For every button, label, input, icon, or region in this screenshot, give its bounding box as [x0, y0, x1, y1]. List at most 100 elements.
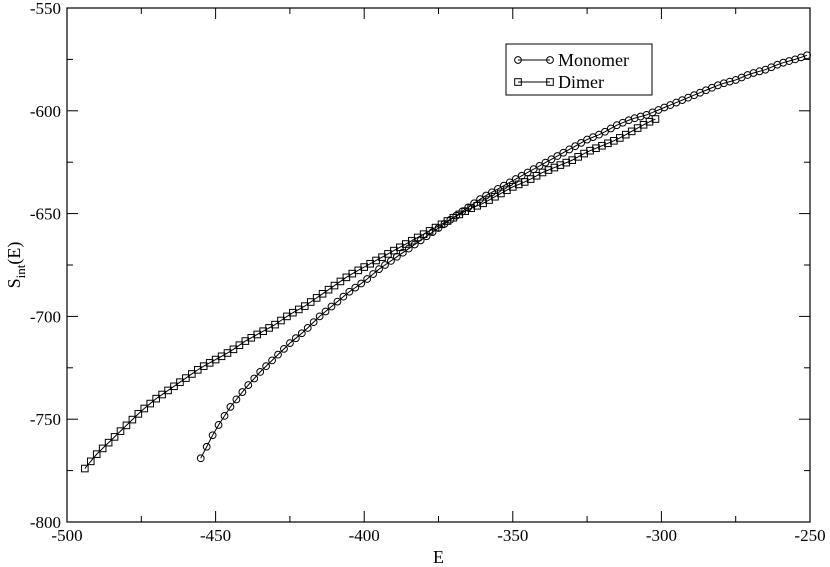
- data-point-dimer: [81, 464, 89, 473]
- data-point-monomer: [202, 442, 211, 451]
- y-tick-label: -800: [30, 513, 61, 532]
- data-point-monomer: [303, 324, 312, 332]
- data-point-dimer: [330, 281, 339, 290]
- data-point-dimer: [312, 294, 321, 302]
- data-point-dimer: [86, 457, 95, 466]
- data-point-dimer: [146, 399, 155, 408]
- data-point-monomer: [297, 329, 306, 338]
- y-axis-title-rest: (E): [4, 242, 25, 265]
- data-point-monomer: [719, 79, 728, 88]
- data-point-monomer: [220, 412, 229, 420]
- data-point-dimer: [651, 115, 660, 123]
- y-tick-label: -650: [30, 205, 61, 224]
- data-point-monomer: [606, 124, 615, 133]
- x-tick-label: -350: [497, 526, 528, 545]
- data-point-dimer: [98, 444, 107, 453]
- data-point-dimer: [182, 374, 190, 382]
- data-point-monomer: [327, 302, 336, 311]
- data-point-monomer: [571, 142, 580, 151]
- data-point-monomer: [321, 307, 330, 316]
- legend-label-monomer: Monomer: [558, 50, 629, 70]
- data-point-monomer: [333, 297, 342, 306]
- x-tick-label: -400: [349, 526, 380, 545]
- data-point-dimer: [188, 370, 196, 378]
- legend-item-dimer: Dimer: [514, 72, 604, 92]
- legend-marker-dimer: [514, 78, 522, 86]
- data-point-monomer: [256, 368, 265, 376]
- data-point-monomer: [541, 158, 550, 167]
- series-dimer: [81, 115, 660, 473]
- y-tick-label: -700: [30, 307, 61, 326]
- data-point-monomer: [274, 350, 282, 359]
- data-point-monomer: [363, 275, 372, 283]
- y-tick-label: -600: [30, 102, 61, 121]
- data-point-monomer: [291, 334, 300, 343]
- data-point-monomer: [280, 344, 288, 353]
- x-tick-label: -250: [794, 526, 825, 545]
- data-point-monomer: [755, 67, 764, 76]
- data-point-dimer: [110, 433, 119, 441]
- y-tick-label: -550: [30, 0, 61, 18]
- x-tick-label: -300: [646, 526, 677, 545]
- data-point-dimer: [604, 139, 612, 148]
- data-point-dimer: [586, 146, 594, 155]
- data-point-dimer: [544, 166, 553, 174]
- data-point-dimer: [598, 141, 606, 150]
- data-point-dimer: [509, 183, 517, 191]
- data-point-monomer: [208, 431, 217, 440]
- y-axis-title: Sint(E): [4, 242, 28, 289]
- data-point-dimer: [318, 289, 327, 298]
- data-point-monomer: [547, 155, 556, 164]
- x-tick-label: -450: [200, 526, 231, 545]
- data-point-dimer: [140, 404, 149, 413]
- series-monomer: [196, 51, 811, 463]
- data-point-monomer: [749, 69, 758, 77]
- legend-marker-monomer: [546, 56, 554, 64]
- data-point-monomer: [725, 77, 734, 86]
- data-point-dimer: [306, 298, 315, 306]
- data-point-dimer: [104, 438, 113, 447]
- data-point-dimer: [229, 345, 238, 354]
- data-point-monomer: [601, 127, 609, 136]
- data-point-dimer: [336, 277, 345, 286]
- data-point-monomer: [559, 148, 568, 157]
- data-point-dimer: [300, 302, 309, 310]
- data-point-dimer: [556, 161, 565, 169]
- y-axis-title-base: S: [4, 278, 24, 288]
- data-point-dimer: [645, 117, 654, 126]
- y-axis-title-subscript: int: [13, 264, 28, 278]
- data-point-monomer: [339, 292, 348, 301]
- legend-item-monomer: Monomer: [514, 50, 629, 70]
- data-point-monomer: [630, 114, 639, 123]
- series-line-dimer: [84, 118, 656, 469]
- axes-layer: -500 -450 -400 -350 -300 -250 -800 -750 -700 -650…: [4, 0, 826, 567]
- data-point-monomer: [226, 402, 235, 411]
- data-point-dimer: [550, 163, 559, 172]
- data-point-monomer: [315, 312, 324, 321]
- data-point-monomer: [232, 395, 241, 404]
- data-point-monomer: [636, 112, 645, 121]
- data-point-monomer: [309, 318, 318, 327]
- data-point-dimer: [116, 427, 125, 435]
- data-point-dimer: [152, 394, 160, 403]
- data-point-dimer: [277, 316, 285, 325]
- data-point-dimer: [122, 421, 131, 430]
- data-point-monomer: [286, 339, 294, 348]
- data-point-monomer: [369, 270, 378, 278]
- data-point-monomer: [345, 287, 354, 296]
- data-point-monomer: [262, 362, 271, 371]
- data-point-dimer: [92, 450, 101, 458]
- series-line-monomer: [200, 54, 808, 459]
- legend-label-dimer: Dimer: [558, 72, 604, 92]
- plot-frame: [66, 7, 811, 523]
- data-point-monomer: [577, 138, 586, 147]
- data-point-monomer: [196, 454, 205, 463]
- x-axis-title: E: [433, 547, 444, 567]
- data-point-monomer: [250, 374, 259, 383]
- legend-marker-dimer: [546, 78, 554, 86]
- data-point-dimer: [514, 180, 523, 189]
- data-point-monomer: [375, 265, 383, 274]
- data-point-monomer: [244, 381, 253, 389]
